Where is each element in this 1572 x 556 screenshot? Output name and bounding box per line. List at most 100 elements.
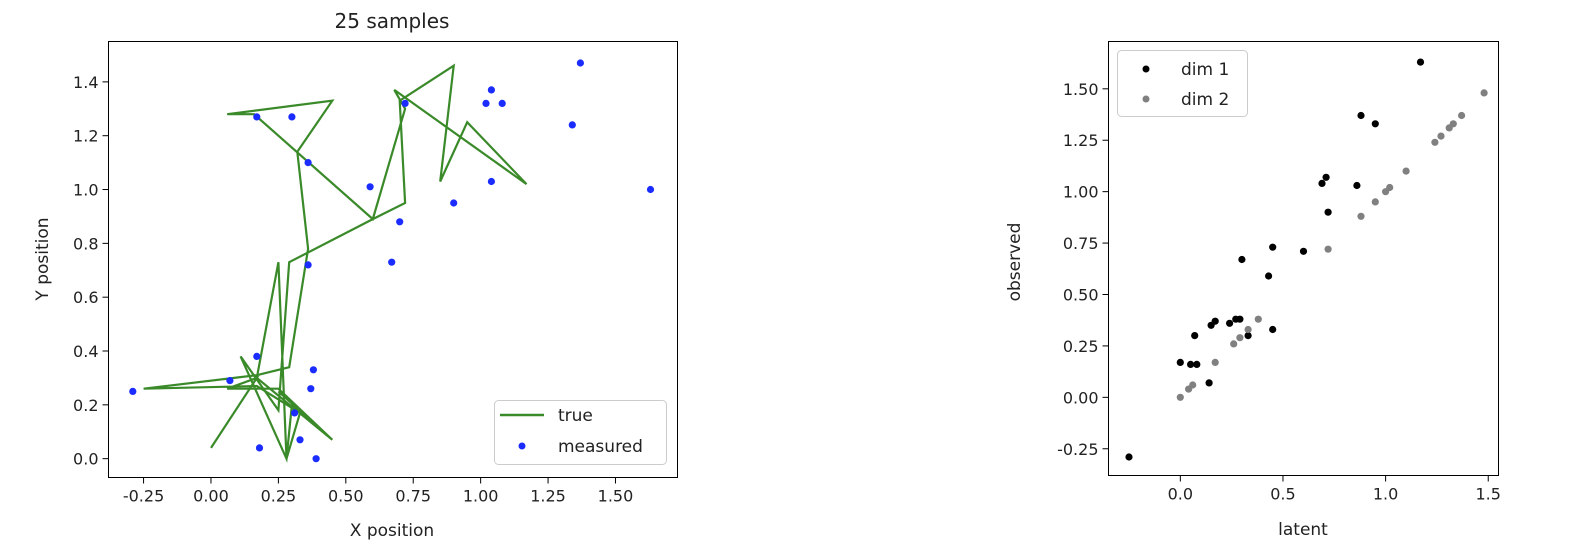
data-point-measured [255, 444, 264, 452]
data-point-dim-1 [1357, 111, 1365, 120]
x-tick-label: 0.25 [261, 487, 297, 506]
data-point-dim-1 [1322, 173, 1330, 181]
legend: true measured [494, 400, 667, 465]
series-line-true [143, 63, 528, 463]
data-point-dim-1 [1371, 120, 1379, 128]
data-point-dim-1 [1191, 332, 1199, 340]
chart-title: 25 samples [335, 9, 450, 33]
plot-frame [1108, 41, 1499, 476]
x-axis-label: X position [350, 521, 434, 541]
y-tick-label: 1.4 [73, 73, 98, 92]
data-point-dim-1 [1324, 208, 1332, 216]
y-axis-label: Y position [33, 217, 53, 301]
data-point-measured [568, 121, 576, 129]
data-point-measured [226, 377, 234, 385]
data-point-dim-2 [1386, 183, 1394, 192]
y-tick-label: 0.8 [73, 234, 98, 253]
data-point-dim-1 [1244, 332, 1252, 340]
y-tick-label: 1.25 [1063, 131, 1099, 150]
y-tick-label: 1.0 [73, 181, 98, 200]
x-tick-label: 0.50 [328, 487, 364, 506]
data-point-dim-2 [1324, 245, 1332, 253]
data-point-dim-2 [1176, 393, 1184, 401]
y-tick-label: 1.2 [73, 127, 98, 146]
data-point-measured [307, 385, 315, 393]
legend-box [1117, 50, 1248, 117]
data-point-dim-1 [1416, 58, 1425, 66]
plot-frame [108, 41, 678, 478]
legend-label-true: true [558, 406, 593, 426]
data-point-measured [129, 387, 137, 395]
data-point-measured [304, 159, 312, 167]
data-point-dim-2 [1437, 132, 1445, 140]
x-tick-label: 0.00 [193, 487, 229, 506]
y-tick-label: 0.4 [73, 342, 98, 361]
data-point-dim-1 [1187, 360, 1195, 368]
data-point-dim-2 [1189, 381, 1197, 389]
legend-box [494, 400, 667, 465]
y-tick-label: 1.50 [1063, 80, 1099, 99]
trajectory-chart: 25 samples X position Y position -0.25 0.… [33, 9, 678, 541]
data-point-dim-1 [1236, 315, 1244, 323]
y-tick-label: 1.00 [1063, 183, 1099, 202]
data-point-dim-2 [1230, 340, 1238, 348]
data-point-dim-1 [1269, 325, 1277, 334]
x-axis-ticks: 0.0 0.5 1.0 1.5 [1168, 475, 1501, 504]
data-point-dim-1 [1269, 243, 1277, 251]
data-point-measured [288, 113, 296, 121]
data-point-dim-1 [1318, 179, 1326, 187]
data-point-measured [388, 258, 396, 266]
data-point-measured [487, 86, 495, 94]
y-tick-label: 0.0 [73, 450, 98, 469]
x-tick-label: 0.75 [395, 487, 431, 506]
y-tick-label: 0.2 [73, 396, 98, 415]
data-point-dim-2 [1480, 89, 1488, 97]
y-axis-label: observed [1005, 223, 1025, 302]
data-point-dim-1 [1125, 453, 1133, 461]
plot-area [129, 59, 655, 463]
x-tick-label: -0.25 [123, 487, 164, 506]
data-point-measured [482, 99, 490, 107]
data-point-measured [304, 261, 312, 269]
data-point-dim-1 [1299, 247, 1308, 255]
data-point-dim-1 [1353, 181, 1361, 190]
data-point-dim-2 [1449, 120, 1457, 128]
x-tick-label: 0.0 [1168, 485, 1193, 504]
data-point-dim-2 [1431, 138, 1439, 146]
data-point-dim-1 [1211, 317, 1219, 325]
x-tick-label: 1.5 [1476, 485, 1501, 504]
y-tick-label: 0.75 [1063, 234, 1099, 253]
data-point-measured [312, 455, 320, 463]
data-point-dim-1 [1265, 272, 1273, 280]
data-point-dim-1 [1226, 319, 1234, 327]
data-point-dim-2 [1236, 334, 1244, 342]
data-point-measured [291, 409, 299, 417]
data-point-measured [253, 113, 261, 121]
data-point-measured [296, 436, 304, 444]
data-point-measured [450, 199, 458, 207]
data-point-measured [253, 352, 261, 360]
data-point-dim-2 [1371, 198, 1379, 206]
x-tick-label: 1.50 [598, 487, 634, 506]
data-point-measured [396, 218, 404, 226]
data-point-measured [401, 99, 409, 107]
x-tick-label: 1.0 [1373, 485, 1398, 504]
y-axis-ticks: 0.0 0.2 0.4 0.6 0.8 1.0 1.2 1.4 [73, 73, 109, 469]
legend-swatch-dim-1 [1142, 65, 1150, 73]
legend-swatch-measured [518, 442, 526, 450]
latent-observed-chart: latent observed 0.0 0.5 1.0 1.5 -0.25 0.00 0.… [1005, 41, 1501, 540]
data-point-dim-2 [1458, 111, 1466, 120]
data-point-dim-2 [1357, 212, 1365, 220]
legend: dim 1 dim 2 [1117, 50, 1248, 117]
x-axis-label: latent [1278, 520, 1328, 540]
legend-label-measured: measured [558, 437, 643, 457]
data-point-measured [309, 366, 317, 374]
x-axis-ticks: -0.25 0.00 0.25 0.50 0.75 1.00 1.25 1.50 [123, 477, 634, 506]
data-point-dim-2 [1211, 358, 1219, 366]
y-tick-label: 0.6 [73, 288, 98, 307]
x-tick-label: 1.25 [530, 487, 566, 506]
y-tick-label: 0.50 [1063, 285, 1099, 304]
data-point-dim-2 [1254, 315, 1262, 323]
data-point-dim-1 [1176, 358, 1184, 366]
